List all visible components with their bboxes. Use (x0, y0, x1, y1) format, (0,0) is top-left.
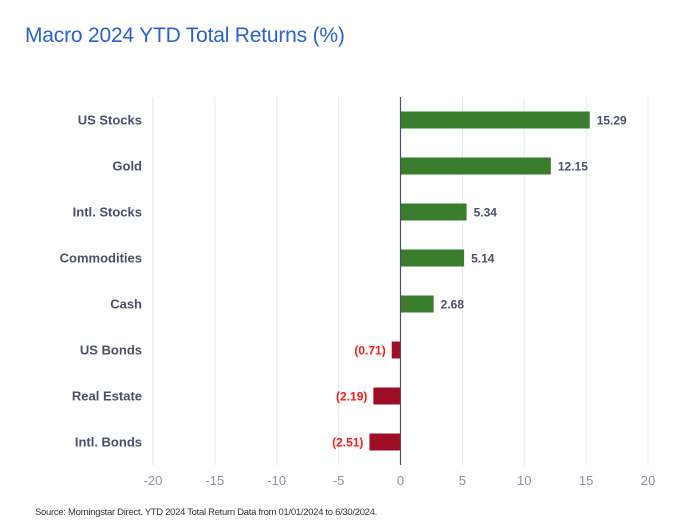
category-label: Intl. Bonds (75, 435, 142, 450)
x-tick-label: -15 (205, 473, 224, 488)
data-label: (2.51) (332, 436, 363, 450)
data-label: 2.68 (441, 298, 465, 312)
bar (391, 341, 401, 359)
data-label: (0.71) (354, 344, 385, 358)
data-label: 15.29 (597, 114, 627, 128)
x-tick-label: 10 (517, 473, 531, 488)
bar (400, 157, 551, 175)
category-label: Intl. Stocks (73, 205, 142, 220)
bar (400, 295, 434, 313)
data-label: 12.15 (558, 160, 588, 174)
category-label: Cash (110, 297, 142, 312)
x-tick-labels: -20 -15 -10 -5 0 5 10 15 20 (144, 473, 656, 488)
bar (400, 203, 467, 221)
x-tick-label: -10 (267, 473, 286, 488)
category-label: US Bonds (80, 343, 142, 358)
gridlines (152, 97, 649, 465)
source-note: Source: Morningstar Direct. YTD 2024 Tot… (35, 507, 377, 518)
category-labels: US Stocks Gold Intl. Stocks Commodities Cash… (60, 113, 142, 450)
bar (400, 249, 465, 267)
data-label: (2.19) (336, 390, 367, 404)
chart-title: Macro 2024 YTD Total Returns (%) (25, 24, 345, 47)
category-label: Gold (112, 159, 142, 174)
bar (400, 111, 590, 129)
data-label: 5.34 (474, 206, 498, 220)
bar (373, 387, 401, 405)
x-tick-label: -5 (333, 473, 345, 488)
data-label: 5.14 (471, 252, 495, 266)
x-tick-label: 15 (579, 473, 593, 488)
category-label: Real Estate (72, 389, 142, 404)
category-label: Commodities (60, 251, 142, 266)
x-tick-label: 20 (641, 473, 655, 488)
x-tick-label: 5 (459, 473, 466, 488)
x-tick-label: -20 (144, 473, 163, 488)
bars (369, 111, 590, 451)
category-label: US Stocks (78, 113, 142, 128)
value-labels: 15.29 12.15 5.34 5.14 2.68 (0.71) (2.19) (2.51) (332, 114, 627, 450)
bar (369, 433, 401, 451)
x-tick-label: 0 (397, 473, 404, 488)
